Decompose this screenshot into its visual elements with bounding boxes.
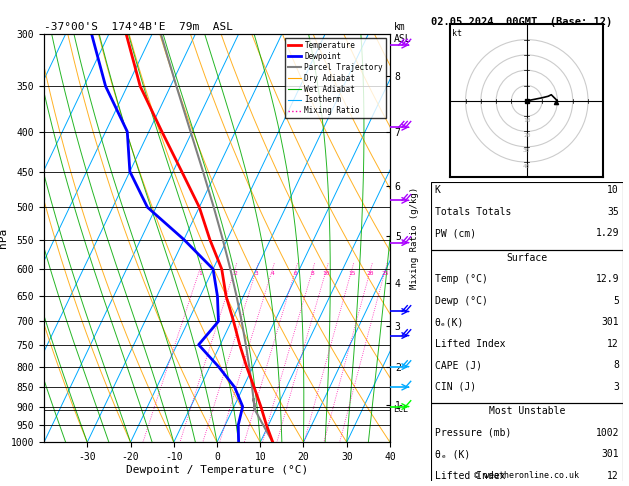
Text: 35: 35 [607,207,619,217]
Legend: Temperature, Dewpoint, Parcel Trajectory, Dry Adiabat, Wet Adiabat, Isotherm, Mi: Temperature, Dewpoint, Parcel Trajectory… [284,38,386,119]
Text: 12: 12 [607,471,619,481]
Text: 301: 301 [601,450,619,459]
Text: 3: 3 [255,271,259,276]
Text: 8: 8 [613,361,619,370]
Text: 6: 6 [294,271,298,276]
Text: 4: 4 [270,271,274,276]
Bar [431,403,623,486]
Text: 02.05.2024  00GMT  (Base: 12): 02.05.2024 00GMT (Base: 12) [431,17,612,27]
Text: PW (cm): PW (cm) [435,228,476,238]
Text: Mixing Ratio (g/kg): Mixing Ratio (g/kg) [409,187,419,289]
Text: 301: 301 [601,317,619,328]
Text: 12: 12 [607,339,619,349]
X-axis label: Dewpoint / Temperature (°C): Dewpoint / Temperature (°C) [126,465,308,475]
Text: 40: 40 [523,164,530,169]
Text: K: K [435,185,440,195]
Text: -37°00'S  174°4B'E  79m  ASL: -37°00'S 174°4B'E 79m ASL [44,22,233,32]
Text: CIN (J): CIN (J) [435,382,476,392]
Text: 20: 20 [367,271,374,276]
Text: 1: 1 [198,271,202,276]
Text: 1002: 1002 [596,428,619,438]
Text: Surface: Surface [506,253,547,263]
Text: 10: 10 [523,118,530,122]
Text: 20: 20 [523,133,530,138]
Text: θₑ (K): θₑ (K) [435,450,470,459]
Text: 3: 3 [613,382,619,392]
Text: kt: kt [452,29,462,38]
Text: Lifted Index: Lifted Index [435,471,505,481]
Text: 30: 30 [523,148,530,153]
Text: 5: 5 [613,296,619,306]
Text: 1.29: 1.29 [596,228,619,238]
Text: 15: 15 [348,271,356,276]
Y-axis label: hPa: hPa [0,228,8,248]
Text: 10: 10 [323,271,330,276]
Text: km: km [394,22,405,32]
Text: Temp (°C): Temp (°C) [435,274,487,284]
Text: Pressure (mb): Pressure (mb) [435,428,511,438]
Text: 2: 2 [233,271,237,276]
Text: θₑ(K): θₑ(K) [435,317,464,328]
Text: 10: 10 [607,185,619,195]
Text: © weatheronline.co.uk: © weatheronline.co.uk [474,470,579,480]
Text: ASL: ASL [394,34,411,44]
Text: 12.9: 12.9 [596,274,619,284]
Text: LCL: LCL [394,405,408,414]
Text: Totals Totals: Totals Totals [435,207,511,217]
Text: Lifted Index: Lifted Index [435,339,505,349]
Bar [431,182,623,250]
Text: 25: 25 [382,271,389,276]
Text: Dewp (°C): Dewp (°C) [435,296,487,306]
Text: Most Unstable: Most Unstable [489,406,565,417]
Text: CAPE (J): CAPE (J) [435,361,482,370]
Text: 8: 8 [311,271,314,276]
Bar [431,250,623,403]
